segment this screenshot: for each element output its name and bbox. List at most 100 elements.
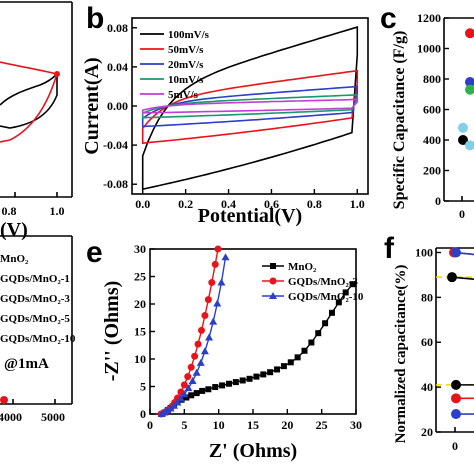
panel-e-point-circle bbox=[198, 326, 205, 334]
panel-e-point-square bbox=[322, 320, 329, 327]
panel-c-point bbox=[458, 122, 468, 133]
panel-a-series-red bbox=[0, 61, 59, 143]
panel-e-point-circle bbox=[204, 296, 212, 304]
panel-c-letter: c bbox=[380, 2, 397, 35]
panel-a-point bbox=[54, 71, 60, 77]
panel-e-point-triangle bbox=[188, 377, 197, 384]
panel-c-y-tick-label: 0 bbox=[435, 194, 441, 208]
panel-a-series-black bbox=[0, 72, 58, 129]
panel-b-legend-label: 100mV/s bbox=[168, 29, 210, 41]
panel-f-point bbox=[447, 272, 457, 283]
panel-e-point-square bbox=[212, 384, 219, 391]
panel-a-x-tick-label: 1.0 bbox=[50, 204, 65, 218]
panel-b: b 0.0 0.2 0.4 0.6 0.8 1.0-0.08-0.040.000.040.… bbox=[81, 2, 369, 227]
panel-e-point-square bbox=[301, 347, 308, 354]
panel-e-x-tick-label: 5 bbox=[181, 418, 187, 432]
panel-e-point-triangle bbox=[213, 299, 222, 307]
panel-e-y-tick-label: 25 bbox=[134, 270, 146, 284]
panel-d: 4000 5000 MnO₂ GQDs/MnO₂-1 GQDs/MnO₂-3 G… bbox=[0, 235, 76, 424]
panel-e-point-triangle bbox=[163, 406, 172, 414]
panel-c-points bbox=[458, 28, 474, 151]
panel-b-curves bbox=[141, 26, 359, 191]
panel-b-x-tick-label: 0.2 bbox=[178, 197, 193, 211]
panel-e-point-circle bbox=[194, 340, 202, 348]
panel-f-y-axis-label: Normalized capacitance(%) bbox=[393, 265, 409, 444]
panel-e-point-square bbox=[239, 377, 246, 384]
panel-f-lines bbox=[436, 247, 474, 420]
panel-e-point-square bbox=[335, 299, 342, 306]
panel-e-point-circle bbox=[187, 363, 195, 371]
panel-d-legend-gqds-1: GQDs/MnO₂-1 bbox=[0, 273, 70, 285]
panel-b-y-axis-label: Current(A) bbox=[81, 57, 103, 154]
panel-e-point-square bbox=[225, 380, 232, 387]
panel-f-point bbox=[451, 247, 461, 258]
panel-c-x-tick-label: 0 bbox=[459, 207, 465, 221]
panel-e-x-tick-label: 10 bbox=[213, 418, 225, 432]
panel-e-legend-marker bbox=[269, 292, 277, 299]
panel-e-legend-label: GQDs/MnO₂-3 bbox=[288, 276, 358, 288]
panel-f-point bbox=[451, 409, 461, 420]
panel-c-ticks: 0 200 400 600 800 1000 1200 bbox=[417, 11, 449, 208]
panel-e-point-square bbox=[287, 359, 294, 366]
panel-e-point-square bbox=[193, 390, 200, 397]
panel-e-y-tick-label: 5 bbox=[140, 380, 146, 394]
panel-c-y-axis-label: Specific Capacitance (F/g) bbox=[391, 31, 408, 210]
panel-e-point-square bbox=[274, 366, 281, 373]
panel-e-point-triangle bbox=[200, 347, 209, 355]
panel-c-point bbox=[465, 28, 474, 39]
panel-d-legend-gqds-5: GQDs/MnO₂-5 bbox=[0, 313, 70, 325]
panel-c-point bbox=[465, 77, 474, 88]
panel-f-letter: f bbox=[384, 232, 395, 265]
panel-e-x-tick-label: 30 bbox=[350, 418, 362, 432]
panel-e-point-square bbox=[328, 309, 335, 316]
panel-e-point-triangle bbox=[205, 333, 214, 341]
panel-e-point-square bbox=[199, 387, 206, 394]
panel-c-y-tick-label: 800 bbox=[423, 72, 441, 86]
panel-e-point-square bbox=[253, 373, 260, 380]
panel-c-y-tick-label: 200 bbox=[423, 164, 441, 178]
panel-c-y-tick-label: 400 bbox=[423, 133, 441, 147]
panel-e-point-square bbox=[308, 339, 315, 346]
panel-e-x-axis-label: Z' (Ohms) bbox=[209, 440, 297, 462]
panel-e-y-tick-label: 10 bbox=[134, 352, 146, 366]
panel-c-y-tick-label: 1200 bbox=[417, 11, 441, 25]
panel-e-point-triangle bbox=[192, 368, 201, 376]
panel-b-y-tick-label: -0.04 bbox=[103, 138, 128, 152]
panel-e-point-triangle bbox=[209, 317, 218, 325]
panel-e-legend-label: GQDs/MnO₂-10 bbox=[288, 291, 364, 303]
panel-d-x-tick-label: 5000 bbox=[41, 410, 65, 424]
panel-e-point-square bbox=[188, 392, 195, 399]
panel-e-y-tick-label: 0 bbox=[140, 407, 146, 421]
panel-b-curve-20mV/s bbox=[141, 85, 359, 128]
panel-e-point-triangle bbox=[221, 253, 230, 261]
panel-f-point bbox=[451, 379, 461, 390]
panel-c-y-tick-label: 600 bbox=[423, 103, 441, 117]
panel-c-y-tick-label: 1000 bbox=[417, 42, 441, 56]
panel-d-legend-gqds-3: GQDs/MnO₂-3 bbox=[0, 293, 70, 305]
panel-e-point-triangle bbox=[173, 398, 182, 406]
panel-b-x-tick-label: 0.6 bbox=[264, 197, 279, 211]
panel-b-y-tick-label: 0.08 bbox=[107, 21, 128, 35]
panel-b-y-tick-label: -0.08 bbox=[103, 177, 128, 191]
panel-b-ticks: 0.0 0.2 0.4 0.6 0.8 1.0 -0.08 -0.04 0.00 0.04 0.08 bbox=[103, 21, 365, 211]
panel-e: e 0 5 10 15 20 25 30 0 5 10 15 20 25 30 MnO₂ GQDs/MnO₂… bbox=[86, 236, 364, 462]
panel-e-point-square bbox=[246, 375, 253, 382]
panel-e-legend-label: MnO₂ bbox=[288, 261, 317, 273]
panel-e-letter: e bbox=[86, 236, 103, 269]
panel-e-ticks: 0 5 10 15 20 25 30 0 5 10 15 20 25 30 bbox=[134, 242, 362, 432]
panel-b-letter: b bbox=[86, 2, 104, 35]
panel-e-point-square bbox=[342, 289, 349, 296]
panel-e-point-square bbox=[280, 363, 287, 370]
panel-e-point-square bbox=[294, 354, 301, 361]
panel-e-curves bbox=[157, 245, 356, 418]
panel-e-point-triangle bbox=[217, 278, 226, 286]
panel-b-curve-50mV/s bbox=[141, 69, 359, 145]
panel-e-point-triangle bbox=[196, 358, 205, 366]
panel-f-y-tick-label: 20 bbox=[421, 425, 433, 439]
panel-e-point-square bbox=[183, 394, 190, 401]
panel-e-y-tick-label: 30 bbox=[134, 242, 146, 256]
panel-e-y-axis-label: -Z'' (Ohms) bbox=[101, 281, 123, 382]
panel-c: c 0 0 200 400 600 800 1000 1200 Specific Capac… bbox=[380, 2, 474, 221]
panel-e-x-tick-label: 15 bbox=[247, 418, 259, 432]
